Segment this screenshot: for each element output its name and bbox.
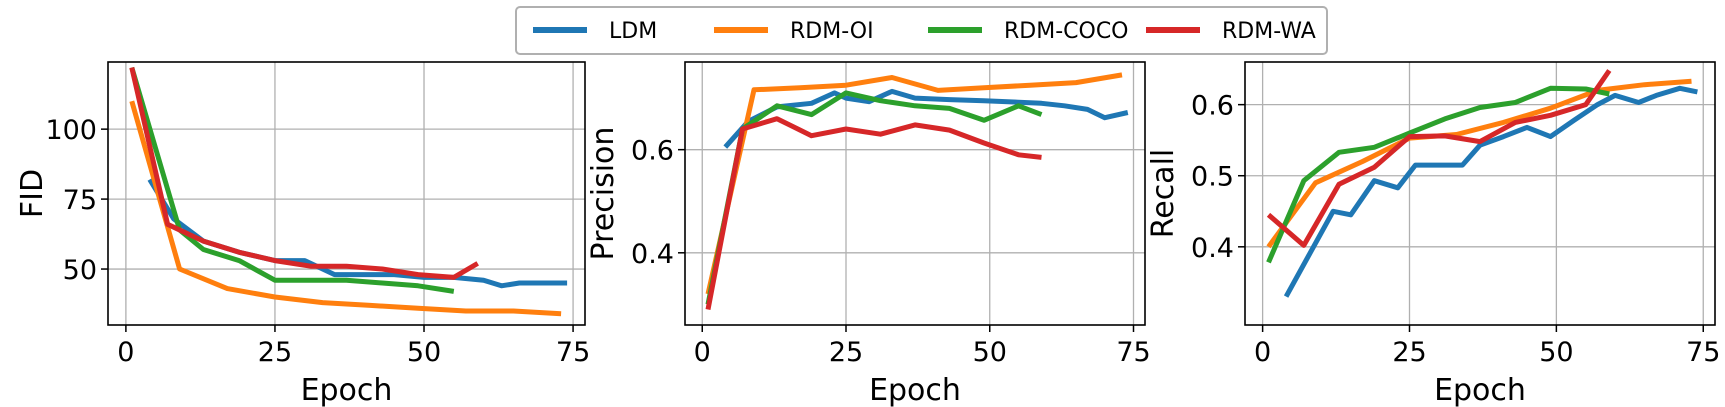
series-line-ldm <box>1283 85 1698 298</box>
x-axis-title: Epoch <box>869 373 961 407</box>
y-tick-label: 0.4 <box>631 239 674 270</box>
axes-frame <box>1244 61 1716 326</box>
y-tick-label: 100 <box>45 115 97 146</box>
y-axis-title: Recall <box>1146 149 1181 239</box>
legend-frame <box>515 6 1328 55</box>
y-tick-label: 0.6 <box>631 136 674 167</box>
series-line-ldm <box>147 178 568 289</box>
series-line-rdm-oi <box>1266 78 1692 249</box>
x-tick-label: 25 <box>258 337 292 368</box>
x-tick-label: 25 <box>1392 337 1426 368</box>
x-axis-title: Epoch <box>301 373 393 407</box>
y-tick-label: 0.4 <box>1191 233 1234 264</box>
x-tick-label: 75 <box>1686 337 1720 368</box>
series-line-rdm-coco <box>705 90 1043 305</box>
series-line-rdm-wa <box>1266 69 1612 248</box>
x-tick-label: 25 <box>829 337 863 368</box>
series-line-rdm-coco <box>1266 85 1610 264</box>
series-line-rdm-oi <box>705 72 1123 295</box>
x-tick-label: 0 <box>694 337 711 368</box>
y-tick-label: 0.5 <box>1191 162 1234 193</box>
x-tick-label: 50 <box>407 337 441 368</box>
axes-frame <box>684 61 1146 326</box>
panel-recall: 0 25 50 75 0.4 0.5 0.6 Epoch Recall <box>1146 61 1720 407</box>
y-tick-label: 75 <box>63 185 97 216</box>
series-line-rdm-oi <box>129 100 562 317</box>
series-line-rdm-wa <box>129 67 479 280</box>
x-tick-label: 0 <box>1254 337 1271 368</box>
panel-fid: 0 25 50 75 50 75 100 Epoch FID <box>15 61 590 407</box>
x-tick-label: 50 <box>973 337 1007 368</box>
legend-label-rdm-coco: RDM-COCO <box>1004 19 1129 44</box>
x-tick-label: 50 <box>1539 337 1573 368</box>
panel-precision: 0 25 50 75 0.4 0.6 Epoch Precision <box>586 61 1151 407</box>
x-tick-label: 75 <box>556 337 590 368</box>
axes-frame <box>107 61 586 326</box>
y-tick-label: 0.6 <box>1191 91 1234 122</box>
series-line-rdm-wa <box>705 116 1042 310</box>
series-line-rdm-coco <box>129 66 455 294</box>
legend-label-rdm-oi: RDM-OI <box>790 19 874 44</box>
series-line-ldm <box>723 88 1129 149</box>
y-axis-title: FID <box>15 169 50 218</box>
x-tick-label: 75 <box>1116 337 1150 368</box>
y-tick-label: 50 <box>63 255 97 286</box>
y-axis-title: Precision <box>586 127 621 261</box>
x-axis-title: Epoch <box>1434 373 1526 407</box>
x-tick-label: 0 <box>117 337 134 368</box>
legend-label-ldm: LDM <box>609 19 657 44</box>
legend-label-rdm-wa: RDM-WA <box>1222 19 1316 44</box>
legend: LDM RDM-OI RDM-COCO RDM-WA <box>515 6 1328 55</box>
